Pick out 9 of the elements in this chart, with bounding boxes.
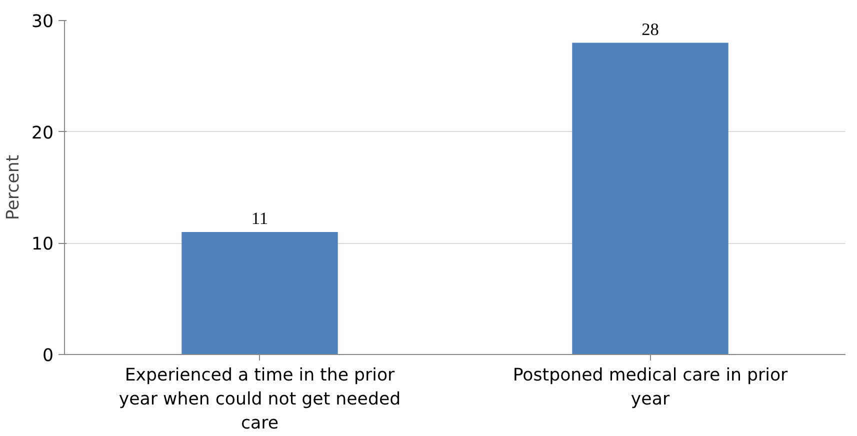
- y-axis-title: Percent: [3, 154, 24, 220]
- data-label: 11: [251, 209, 268, 228]
- y-tick-label: 0: [42, 346, 54, 366]
- y-tick-label: 30: [31, 12, 54, 32]
- x-tick-label: Experienced a time in the prior year when could not get needed care: [118, 366, 401, 434]
- y-tick-label: 10: [31, 234, 54, 255]
- y-tick-label: 20: [31, 123, 54, 144]
- x-tick-label: Postponed medical care in prior year: [512, 366, 789, 410]
- data-label: 28: [642, 20, 659, 39]
